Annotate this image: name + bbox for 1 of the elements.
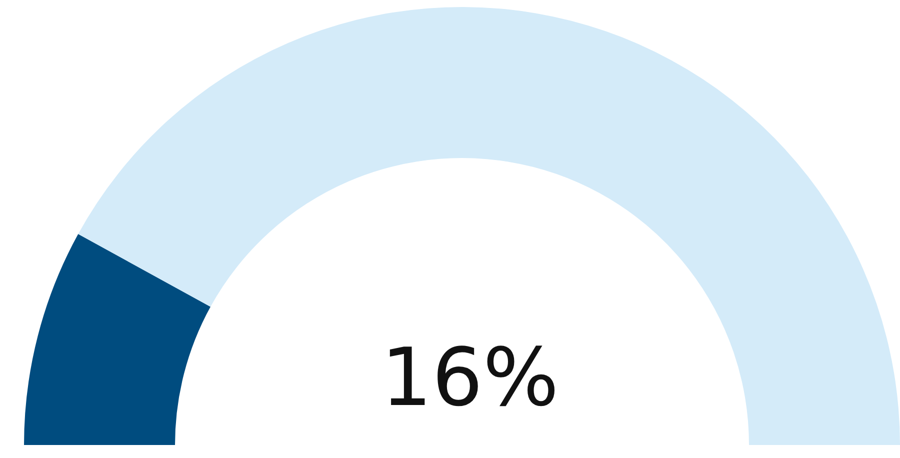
text: 16%	[381, 331, 559, 424]
